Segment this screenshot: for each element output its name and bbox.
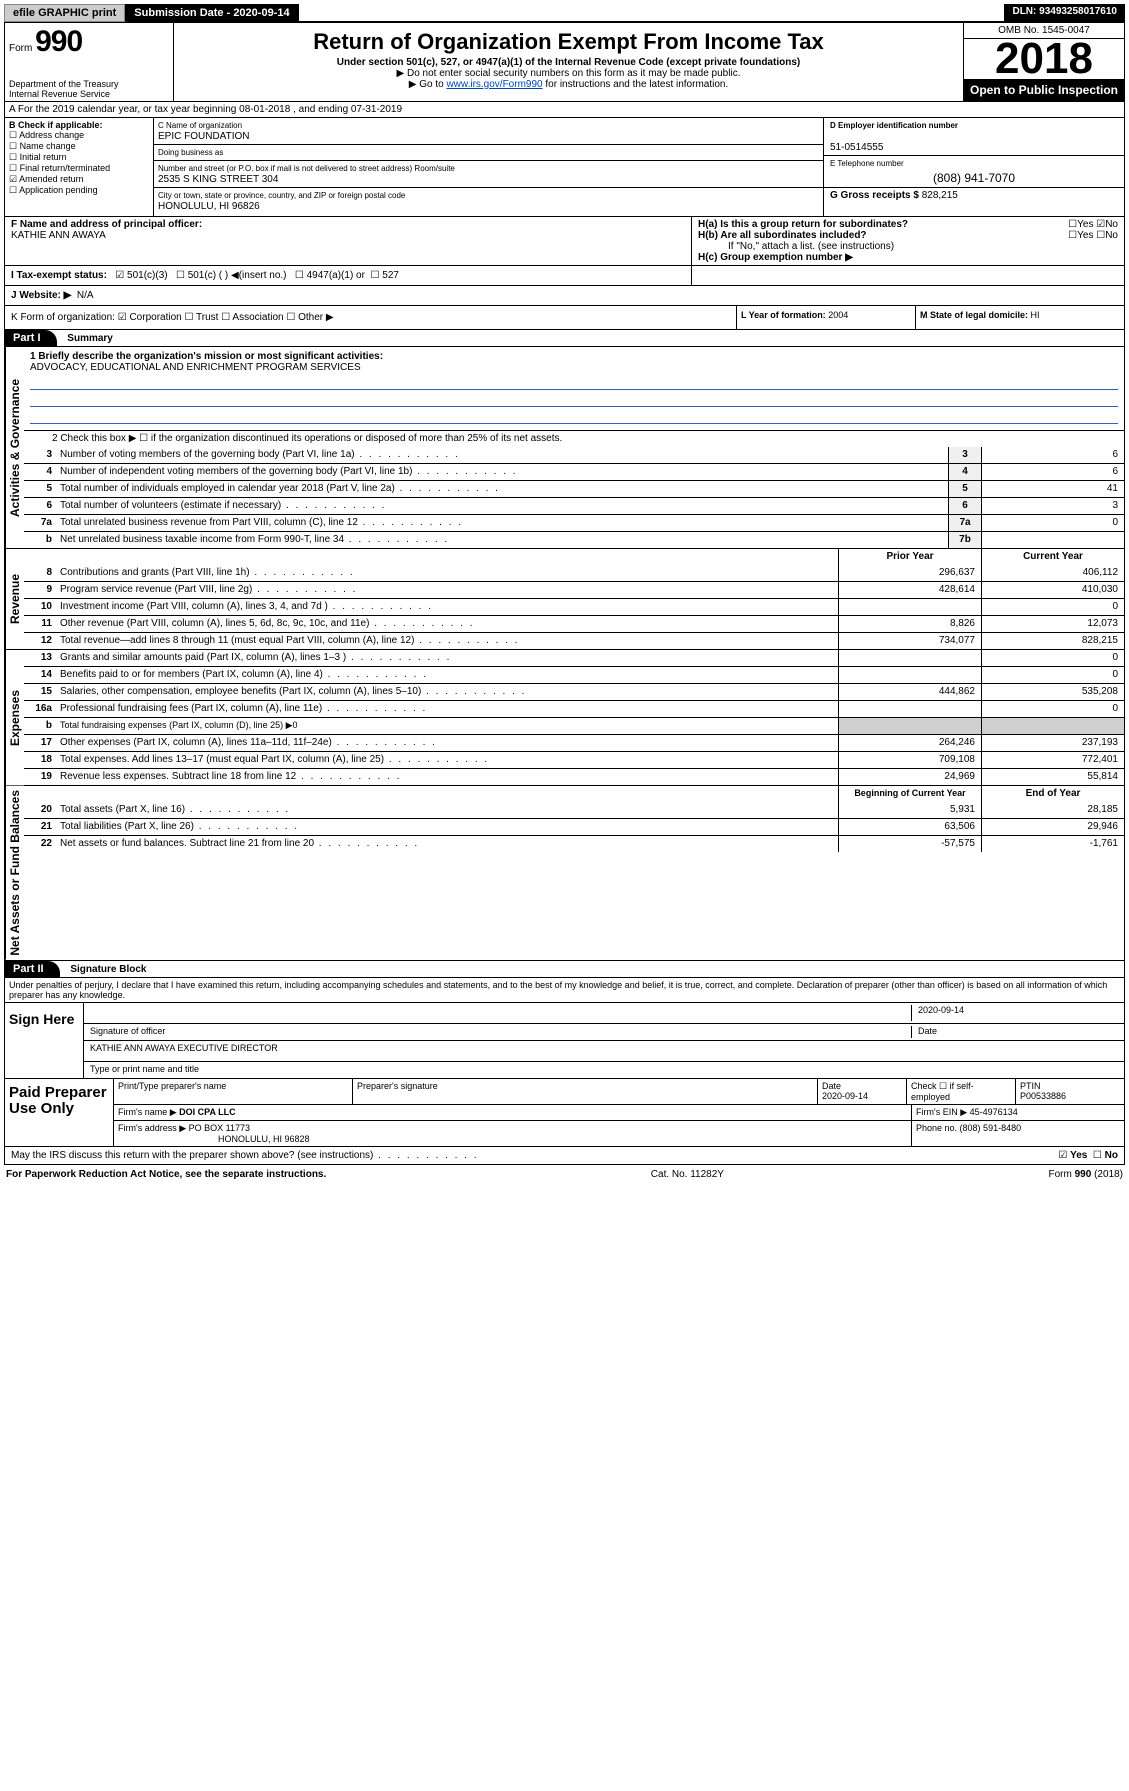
topbar: efile GRAPHIC print Submission Date - 20… — [4, 4, 1125, 22]
form990-link[interactable]: www.irs.gov/Form990 — [446, 79, 542, 90]
box-k: K Form of organization: ☑ Corporation ☐ … — [5, 306, 736, 329]
rev-label: Revenue — [5, 549, 24, 649]
net-label: Net Assets or Fund Balances — [5, 786, 24, 960]
form-title: Return of Organization Exempt From Incom… — [178, 29, 959, 55]
part2-hdr: Part II — [5, 961, 60, 977]
dept2: Internal Revenue Service — [9, 89, 169, 99]
penalty-text: Under penalties of perjury, I declare th… — [4, 978, 1125, 1003]
part2-title: Signature Block — [62, 964, 146, 975]
submission-date: Submission Date - 2020-09-14 — [125, 4, 298, 22]
form-word: Form — [9, 43, 32, 54]
subtitle1: Under section 501(c), 527, or 4947(a)(1)… — [178, 57, 959, 68]
part1-title: Summary — [59, 333, 113, 344]
ein: 51-0514555 — [830, 142, 883, 153]
dln: DLN: 93493258017610 — [1004, 4, 1125, 22]
discuss-row: May the IRS discuss this return with the… — [4, 1147, 1125, 1165]
paid-preparer-block: Paid Preparer Use Only Print/Type prepar… — [4, 1079, 1125, 1147]
tax-year: 2018 — [964, 39, 1124, 79]
netassets-section: Net Assets or Fund Balances Beginning of… — [4, 786, 1125, 961]
sign-here-block: Sign Here 2020-09-14 Signature of office… — [4, 1003, 1125, 1079]
row-a: A For the 2019 calendar year, or tax yea… — [4, 102, 1125, 118]
form-header: Form 990 Department of the Treasury Inte… — [4, 22, 1125, 102]
form-number: 990 — [35, 25, 82, 58]
expenses-section: Expenses 13Grants and similar amounts pa… — [4, 650, 1125, 786]
footer: For Paperwork Reduction Act Notice, see … — [4, 1165, 1125, 1184]
principal-officer: KATHIE ANN AWAYA — [11, 230, 106, 241]
governance-section: Activities & Governance 1 Briefly descri… — [4, 347, 1125, 549]
block-fh: F Name and address of principal officer:… — [4, 217, 1125, 266]
block-klm: K Form of organization: ☑ Corporation ☐ … — [4, 306, 1125, 330]
spacer — [299, 4, 1005, 22]
exp-label: Expenses — [5, 650, 24, 785]
org-city: HONOLULU, HI 96826 — [158, 201, 260, 212]
part1-hdr: Part I — [5, 330, 57, 346]
subtitle3: ▶ Go to www.irs.gov/Form990 for instruct… — [178, 79, 959, 90]
phone: (808) 941-7070 — [830, 171, 1118, 185]
block-i: I Tax-exempt status: ☑ 501(c)(3) ☐ 501(c… — [4, 266, 1125, 286]
org-address: 2535 S KING STREET 304 — [158, 174, 278, 185]
block-bcdeg: B Check if applicable: ☐ Address change … — [4, 118, 1125, 217]
gov-label: Activities & Governance — [5, 347, 24, 548]
dept1: Department of the Treasury — [9, 79, 169, 89]
box-b: B Check if applicable: ☐ Address change … — [5, 118, 154, 216]
box-j: J Website: ▶ N/A — [4, 286, 1125, 306]
mission: ADVOCACY, EDUCATIONAL AND ENRICHMENT PRO… — [30, 362, 361, 373]
efile-btn[interactable]: efile GRAPHIC print — [4, 4, 125, 22]
org-name: EPIC FOUNDATION — [158, 131, 249, 142]
revenue-section: Revenue Prior Year Current Year 8Contrib… — [4, 549, 1125, 650]
gross-receipts: 828,215 — [922, 190, 958, 201]
subtitle2: ▶ Do not enter social security numbers o… — [178, 68, 959, 79]
